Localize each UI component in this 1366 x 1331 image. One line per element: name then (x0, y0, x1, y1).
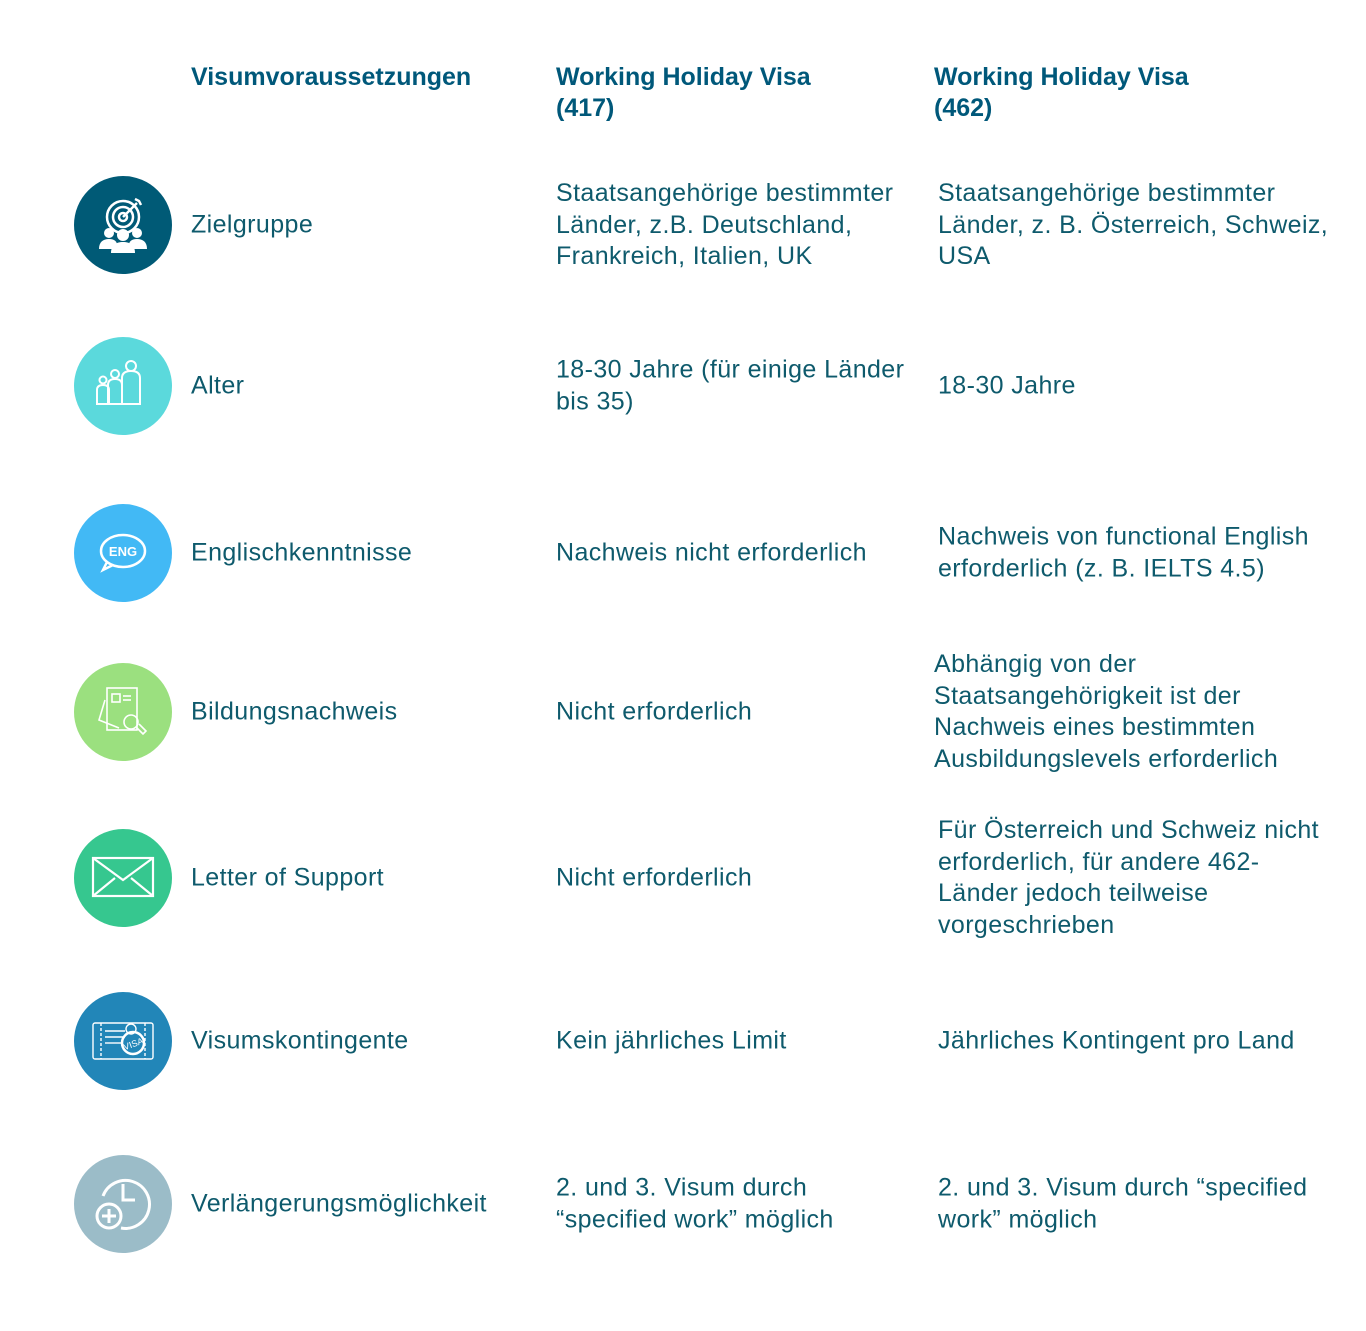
visa-462-value: Jährliches Kontingent pro Land (938, 1026, 1295, 1055)
visa-417-value: Kein jährliches Limit (556, 1026, 787, 1055)
target-group-icon (74, 176, 172, 274)
visa-stamp-icon: VISA (74, 992, 172, 1090)
visa-417-value: Staatsangehörige bestimmter Länder, z.B.… (556, 178, 894, 270)
row-label: Bildungsnachweis (191, 697, 398, 726)
row-label: Zielgruppe (191, 210, 314, 239)
row-label: Visumskontingente (191, 1026, 409, 1055)
document-search-icon (74, 663, 172, 761)
row-label: Letter of Support (191, 863, 385, 892)
row-label: Verlängerungsmöglichkeit (191, 1189, 487, 1218)
visa-462-value: 18-30 Jahre (938, 371, 1076, 400)
visa-462-value: Abhängig von der Staatsangehörigkeit ist… (934, 650, 1279, 773)
visa-417-value: Nicht erforderlich (556, 697, 753, 726)
eng-speech-bubble-icon: ENG (74, 504, 172, 602)
visa-462-value: Für Österreich und Schweiz nicht erforde… (938, 816, 1320, 939)
visa-462-value: Staatsangehörige bestimmter Länder, z. B… (938, 178, 1329, 270)
visa-417-value: Nachweis nicht erforderlich (556, 538, 867, 567)
visa-417-value: 2. und 3. Visum durch “specified work” m… (556, 1173, 834, 1234)
visa-417-value: Nicht erforderlich (556, 863, 753, 892)
row-label: Englischkenntnisse (191, 538, 413, 567)
header-requirements: Visumvoraussetzungen (191, 63, 472, 91)
row-label: Alter (191, 371, 245, 400)
svg-text:ENG: ENG (109, 544, 137, 559)
visa-417-value: 18-30 Jahre (für einige Länder bis 35) (556, 355, 905, 416)
visa-462-value: 2. und 3. Visum durch “specified work” m… (938, 1173, 1308, 1234)
header-visa-462: Working Holiday Visa (462) (934, 63, 1189, 122)
family-icon (74, 337, 172, 435)
visa-462-value: Nachweis von functional English erforder… (938, 522, 1309, 583)
header-visa-417: Working Holiday Visa (417) (556, 63, 811, 122)
clock-plus-icon (74, 1155, 172, 1253)
envelope-icon (74, 829, 172, 927)
